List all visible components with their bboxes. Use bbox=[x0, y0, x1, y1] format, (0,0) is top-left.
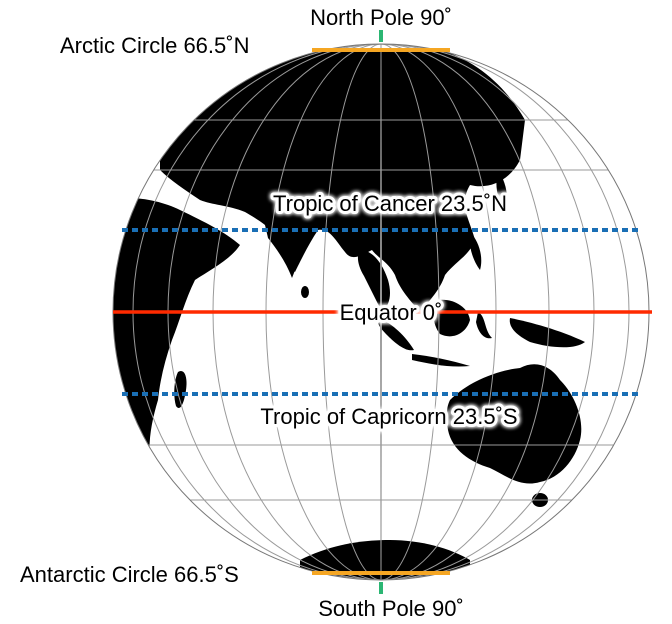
landmass-madagascar bbox=[174, 370, 187, 409]
landmass-new-zealand bbox=[606, 470, 615, 500]
landmass-sumatra bbox=[377, 318, 414, 351]
landmass-africa bbox=[113, 198, 240, 470]
landmass-india bbox=[265, 224, 310, 278]
antarctic-circle-label: Antarctic Circle 66.5˚S bbox=[20, 562, 239, 587]
equator-label: Equator 0˚ bbox=[340, 300, 443, 325]
landmass-japan bbox=[496, 170, 507, 212]
landmass-sri-lanka bbox=[301, 286, 309, 298]
landmass-indochina bbox=[357, 250, 390, 312]
landmass-java bbox=[412, 354, 470, 367]
tropic-of-cancer-label: Tropic of Cancer 23.5˚N bbox=[273, 191, 507, 216]
landmass-philippines bbox=[469, 232, 482, 270]
south-pole-label: South Pole 90˚ bbox=[318, 596, 464, 621]
landmass-borneo bbox=[433, 299, 470, 337]
landmass-sulawesi bbox=[476, 312, 492, 339]
landmass-antarctica bbox=[300, 540, 470, 580]
landmass-eurasia bbox=[160, 50, 525, 312]
landmass-new-guinea bbox=[509, 318, 585, 348]
north-pole-label: North Pole 90˚ bbox=[310, 5, 452, 30]
tropic-of-capricorn-label: Tropic of Capricorn 23.5˚S bbox=[260, 404, 517, 429]
arctic-circle-label: Arctic Circle 66.5˚N bbox=[60, 33, 249, 58]
